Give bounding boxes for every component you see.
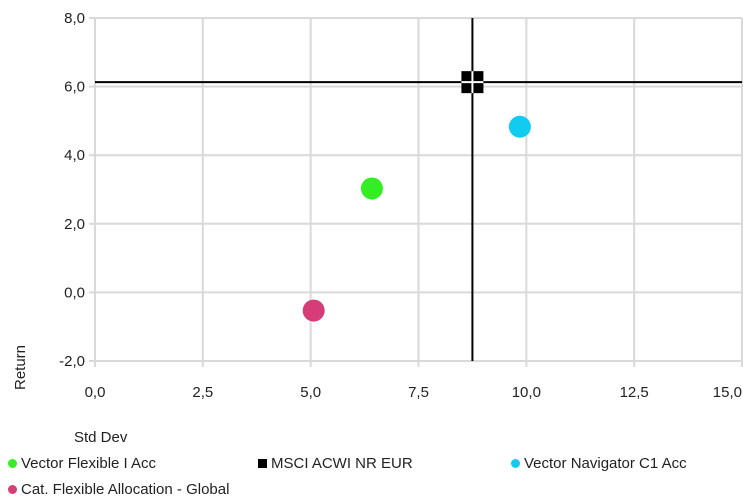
- legend-label: Vector Flexible I Acc: [21, 455, 157, 472]
- scatter-chart: -2,00,02,04,06,08,00,0 2,5 5,0 7,5 10,0 12,5 1…: [12, 10, 743, 446]
- legend-circle-marker: [8, 459, 17, 468]
- x-tick-label: 0,0: [85, 384, 106, 401]
- legend: Vector Flexible I Acc MSCI ACWI NR EUR Vec…: [8, 455, 743, 499]
- y-tick-label: 4,0: [64, 147, 85, 164]
- y-tick-label: 8,0: [64, 10, 85, 27]
- y-tick-label: 2,0: [64, 216, 85, 233]
- x-tick-label: 2,5: [192, 384, 213, 401]
- legend-item: Vector Flexible I Acc: [8, 455, 156, 472]
- legend-label: Vector Navigator C1 Acc: [524, 455, 687, 472]
- x-tick-label: 15,0: [713, 384, 742, 401]
- legend-label: MSCI ACWI NR EUR: [271, 455, 413, 472]
- chart-grid: [89, 17, 743, 367]
- point-cat-flexible-allocation-global: [302, 299, 325, 322]
- y-tick-label: 6,0: [64, 79, 85, 96]
- legend-item: MSCI ACWI NR EUR: [258, 455, 413, 472]
- legend-label: Cat. Flexible Allocation - Global: [21, 481, 230, 498]
- point-vector-navigator-c1-acc: [508, 115, 531, 138]
- x-axis-title: Std Dev: [74, 429, 128, 446]
- legend-square-marker: [258, 459, 267, 468]
- data-points: [302, 71, 531, 322]
- y-tick-label: -2,0: [59, 353, 85, 370]
- point-vector-flexible-i-acc: [360, 177, 383, 200]
- legend-circle-marker: [511, 459, 520, 468]
- x-tick-label: 5,0: [300, 384, 321, 401]
- y-tick-label: 0,0: [64, 284, 85, 301]
- x-tick-label: 12,5: [620, 384, 649, 401]
- tick-labels: -2,00,02,04,06,08,00,0 2,5 5,0 7,5 10,0 12,5 1…: [59, 10, 742, 401]
- legend-circle-marker: [8, 485, 17, 494]
- y-axis-title: Return: [12, 345, 29, 390]
- x-tick-label: 10,0: [512, 384, 541, 401]
- legend-item: Vector Navigator C1 Acc: [511, 455, 687, 472]
- legend-item: Cat. Flexible Allocation - Global: [8, 481, 229, 498]
- x-tick-label: 7,5: [408, 384, 429, 401]
